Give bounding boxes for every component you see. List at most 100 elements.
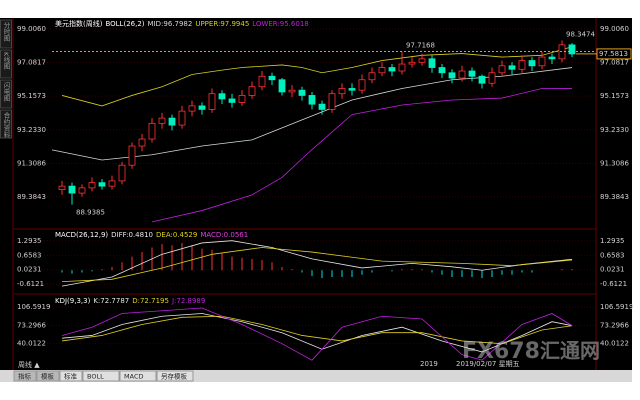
sidebar-button[interactable]: K线图 xyxy=(0,49,12,79)
candle-body xyxy=(568,44,576,55)
candle-body xyxy=(278,79,286,93)
tab-label: 指标 xyxy=(18,372,32,381)
candle-body xyxy=(438,67,446,74)
y-tick-label-right: 73.2966 xyxy=(600,321,629,329)
period-button[interactable]: 周线 ▲ xyxy=(18,360,40,369)
candle-body xyxy=(78,187,86,194)
candle-body xyxy=(58,185,66,191)
candle-body xyxy=(378,67,386,74)
y-tick-label: 95.1573 xyxy=(17,92,46,100)
y-tick-label: 99.0060 xyxy=(17,25,46,33)
indicator-line xyxy=(61,315,573,345)
sidebar-box xyxy=(0,109,12,139)
candle-body xyxy=(478,75,486,84)
header-item: BOLL(26,2) xyxy=(105,20,144,28)
header-item: K:72.7787 xyxy=(93,297,129,305)
candle-body xyxy=(548,56,556,60)
y-tick-label-right: 1.2935 xyxy=(600,237,625,245)
tab-label: 模板 xyxy=(41,372,55,381)
candle-body xyxy=(458,70,466,79)
tab-box xyxy=(36,370,60,382)
y-tick-label-right: -0.6121 xyxy=(600,280,627,288)
candle-body xyxy=(428,58,436,68)
candle-body xyxy=(398,63,406,72)
tab-label: 另存模板 xyxy=(161,372,188,381)
annotation: 98.3474 xyxy=(566,31,595,39)
candle-body xyxy=(98,182,106,187)
header-item: DIFF:0.4810 xyxy=(111,231,153,239)
panel-header: MACD(26,12,9) DIFF:0.4810 DEA:0.4529 MACD:0… xyxy=(55,231,248,239)
indicator-line xyxy=(61,46,573,107)
candle-body xyxy=(118,164,126,182)
y-tick-label: 0.0231 xyxy=(17,266,42,274)
y-tick-label-right: 95.1573 xyxy=(600,92,629,100)
y-tick-label-right: 89.3843 xyxy=(600,193,629,201)
tab-box xyxy=(156,370,194,382)
candle-body xyxy=(418,58,426,63)
candle-body xyxy=(268,75,276,81)
candle-body xyxy=(288,89,296,93)
panel-header: 美元指数(周线) BOLL(26,2) MID:96.7982 UPPER:97.99… xyxy=(55,19,309,28)
header-item: KDJ(9,3,3) xyxy=(55,297,91,305)
sidebar-button[interactable]: 闪电图 xyxy=(0,79,12,109)
candle-body xyxy=(258,75,266,88)
candle-body xyxy=(518,60,526,70)
y-tick-label-right: 40.0122 xyxy=(600,340,629,348)
y-tick-label-right: 0.0231 xyxy=(600,266,625,274)
y-tick-label-right: 93.2330 xyxy=(600,126,629,134)
annotation: 88.9385 xyxy=(76,209,105,217)
candle-body xyxy=(408,61,416,65)
candle-body xyxy=(348,88,356,91)
toolbar-tab[interactable]: 指标 xyxy=(13,370,37,382)
header-item: UPPER:97.9945 xyxy=(195,20,249,28)
sidebar-button[interactable]: 分时图 xyxy=(0,19,12,49)
candle-body xyxy=(178,110,186,126)
y-tick-label: 0.6583 xyxy=(17,251,42,259)
background xyxy=(0,18,632,370)
y-tick-label-right: 99.0060 xyxy=(600,25,629,33)
header-item: MACD(26,12,9) xyxy=(55,231,108,239)
y-tick-label: 40.0122 xyxy=(17,340,46,348)
sidebar-box xyxy=(0,19,12,49)
y-tick-label: 91.3086 xyxy=(17,159,46,167)
sidebar-label: 闪电图 xyxy=(2,81,10,103)
y-tick-label: 97.0817 xyxy=(17,59,46,67)
tab-box xyxy=(82,370,120,382)
annotation: 97.7168 xyxy=(406,42,435,50)
candle-body xyxy=(158,117,166,124)
indicator-line xyxy=(61,307,573,361)
candle-body xyxy=(508,65,516,70)
last-price-label: 97.5813 xyxy=(599,50,628,58)
tab-box xyxy=(119,370,157,382)
toolbar-tab[interactable]: 模板 xyxy=(36,370,60,382)
candle-body xyxy=(248,86,256,96)
toolbar-tab[interactable]: BOLL xyxy=(82,370,120,382)
tab-label: 标准 xyxy=(64,372,78,381)
toolbar-tab[interactable]: 另存模板 xyxy=(156,370,194,382)
x-label: 2019 xyxy=(420,360,438,368)
candle-body xyxy=(88,182,96,189)
panel-header: KDJ(9,3,3) K:72.7787 D:72.7195 J:72.8989 xyxy=(55,297,205,305)
candle-body xyxy=(338,88,346,95)
toolbar-tab[interactable]: 标准 xyxy=(59,370,83,382)
candle-body xyxy=(528,60,536,67)
sidebar-label: K线图 xyxy=(2,52,10,70)
candle-body xyxy=(308,95,316,105)
candle-body xyxy=(498,65,506,74)
sidebar-box xyxy=(0,79,12,109)
header-item: MACD:0.0561 xyxy=(200,231,248,239)
candle-body xyxy=(108,180,116,187)
y-tick-label: 93.2330 xyxy=(17,126,46,134)
header-item: D:72.7195 xyxy=(132,297,169,305)
y-tick-label: 1.2935 xyxy=(17,237,42,245)
candle-body xyxy=(138,138,146,147)
candle-body xyxy=(388,67,396,72)
sidebar-button[interactable]: 合约资料 xyxy=(0,109,12,139)
candle-body xyxy=(298,89,306,96)
candle-body xyxy=(68,185,76,194)
tab-box xyxy=(13,370,37,382)
toolbar-tab[interactable]: MACD xyxy=(119,370,157,382)
y-tick-label-right: 97.0817 xyxy=(600,59,629,67)
candle-body xyxy=(368,72,376,81)
tab-label: BOLL xyxy=(87,373,104,381)
